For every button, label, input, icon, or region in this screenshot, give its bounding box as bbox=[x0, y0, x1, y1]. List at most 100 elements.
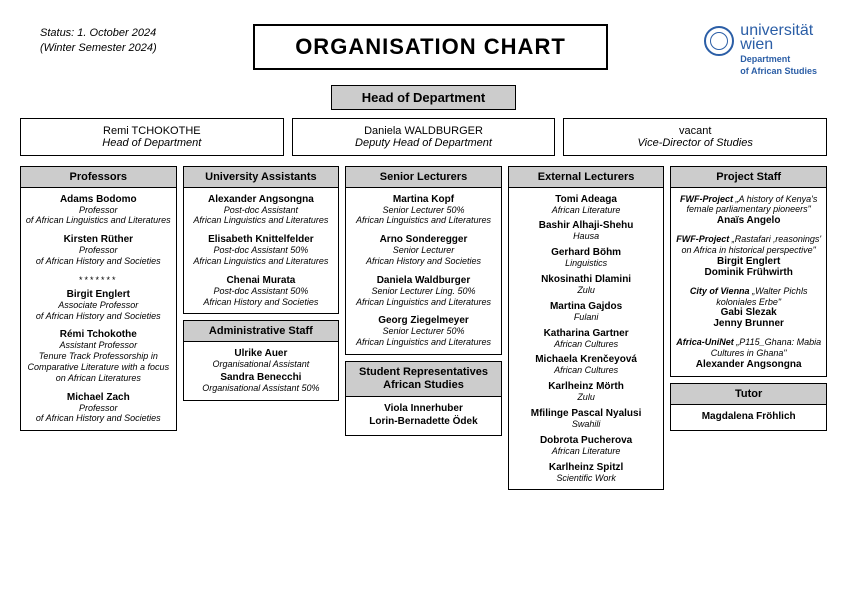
person: Sandra Benecchi Organisational Assistant… bbox=[188, 372, 335, 394]
seal-inner-icon bbox=[710, 32, 728, 50]
person-name: Tomi Adeaga bbox=[513, 194, 660, 205]
person: Gerhard BöhmLinguistics bbox=[513, 247, 660, 269]
person: Ulrike Auer Organisational Assistant bbox=[188, 348, 335, 370]
person-role: Senior Lecturer 50% bbox=[350, 326, 497, 337]
person: Michaela KrenčeyováAfrican Cultures bbox=[513, 354, 660, 376]
person-name: Georg Ziegelmeyer bbox=[350, 315, 497, 326]
person-name: Michaela Krenčeyová bbox=[513, 354, 660, 365]
box-tutor: Tutor Magdalena Fröhlich bbox=[670, 383, 827, 431]
person-sub: African Linguistics and Literatures bbox=[188, 215, 335, 226]
person: Dobrota PucherovaAfrican Literature bbox=[513, 435, 660, 457]
person-role: Senior Lecturer 50% bbox=[350, 205, 497, 216]
person-sub: African Literature bbox=[513, 446, 660, 457]
person: Arno Sonderegger Senior Lecturer African… bbox=[350, 234, 497, 267]
project-lead: City of Vienna bbox=[690, 286, 750, 296]
person-sub: Hausa bbox=[513, 231, 660, 242]
box-project-staff: Project Staff FWF-Project „A history of … bbox=[670, 166, 827, 377]
person-name: Michael Zach bbox=[25, 392, 172, 403]
person-role: Organisational Assistant bbox=[188, 359, 335, 370]
project-lead: FWF-Project bbox=[680, 194, 733, 204]
person-name: Bashir Alhaji-Shehu bbox=[513, 220, 660, 231]
col-professors: Professors Adams Bodomo Professor of Afr… bbox=[20, 166, 177, 432]
header-professors: Professors bbox=[21, 167, 176, 188]
person-name: Sandra Benecchi bbox=[188, 372, 335, 383]
person-sub: African Linguistics and Literatures bbox=[350, 215, 497, 226]
status-line2: (Winter Semester 2024) bbox=[40, 41, 157, 56]
header-project-staff: Project Staff bbox=[671, 167, 826, 188]
body-student-reps: Viola Innerhuber Lorin-Bernadette Ödek bbox=[346, 397, 501, 435]
person-name: Dobrota Pucherova bbox=[513, 435, 660, 446]
person-sub: African Linguistics and Literatures bbox=[350, 337, 497, 348]
leader-box-vice-director: vacant Vice-Director of Studies bbox=[563, 118, 827, 156]
body-professors: Adams Bodomo Professor of African Lingui… bbox=[21, 188, 176, 431]
person: Birgit Englert Associate Professor of Af… bbox=[25, 289, 172, 322]
leader-box-deputy: Daniela WALDBURGER Deputy Head of Depart… bbox=[292, 118, 556, 156]
person-role: Assistant Professor bbox=[25, 340, 172, 351]
person-name: Martina Kopf bbox=[350, 194, 497, 205]
project-lead: Africa-UniNet bbox=[676, 337, 734, 347]
person-role: Post-doc Assistant bbox=[188, 205, 335, 216]
person-sub: of African Linguistics and Literatures bbox=[25, 215, 172, 226]
person-role: Senior Lecturer Ling. 50% bbox=[350, 286, 497, 297]
person-sub: Tenure Track Professorship in Comparativ… bbox=[25, 351, 172, 383]
leaders-row: Remi TCHOKOTHE Head of Department Daniel… bbox=[20, 118, 827, 156]
body-university-assistants: Alexander Angsongna Post-doc Assistant A… bbox=[184, 188, 339, 314]
status-line1: Status: 1. October 2024 bbox=[40, 26, 157, 41]
person-name: Arno Sonderegger bbox=[350, 234, 497, 245]
person-sub: Fulani bbox=[513, 312, 660, 323]
person-sub: of African History and Societies bbox=[25, 256, 172, 267]
person-name: Karlheinz Spitzl bbox=[513, 462, 660, 473]
person-name: Daniela Waldburger bbox=[350, 275, 497, 286]
person-name: Katharina Gartner bbox=[513, 328, 660, 339]
person: Nkosinathi DlaminiZulu bbox=[513, 274, 660, 296]
person: Kirsten Rüther Professor of African Hist… bbox=[25, 234, 172, 267]
leader-role: Vice-Director of Studies bbox=[568, 137, 822, 149]
person-name: Chenai Murata bbox=[188, 275, 335, 286]
person-role: Professor bbox=[25, 245, 172, 256]
header-student-reps: Student Representatives African Studies bbox=[346, 362, 501, 397]
person: Rémi Tchokothe Assistant Professor Tenur… bbox=[25, 329, 172, 383]
header-tutor: Tutor bbox=[671, 384, 826, 405]
person-sub: African History and Societies bbox=[188, 297, 335, 308]
person: Chenai Murata Post-doc Assistant 50% Afr… bbox=[188, 275, 335, 308]
body-external-lecturers: Tomi AdeagaAfrican Literature Bashir Alh… bbox=[509, 188, 664, 490]
person-sub: African Cultures bbox=[513, 365, 660, 376]
leader-name: Remi TCHOKOTHE bbox=[25, 125, 279, 137]
project-person: Gabi Slezak bbox=[675, 307, 822, 318]
head-of-department-label: Head of Department bbox=[331, 85, 517, 110]
person-name: Ulrike Auer bbox=[188, 348, 335, 359]
uni-name-line2: wien bbox=[740, 38, 817, 52]
person: Karlheinz MörthZulu bbox=[513, 381, 660, 403]
columns: Professors Adams Bodomo Professor of Afr… bbox=[20, 166, 827, 491]
header-university-assistants: University Assistants bbox=[184, 167, 339, 188]
person: Georg Ziegelmeyer Senior Lecturer 50% Af… bbox=[350, 315, 497, 348]
person-name: Gerhard Böhm bbox=[513, 247, 660, 258]
body-project-staff: FWF-Project „A history of Kenya's female… bbox=[671, 188, 826, 376]
col-external: External Lecturers Tomi AdeagaAfrican Li… bbox=[508, 166, 665, 491]
person-sub: African Literature bbox=[513, 205, 660, 216]
project-title: FWF-Project „Rastafari ‚reasonings' on A… bbox=[675, 234, 822, 256]
person-role: Post-doc Assistant 50% bbox=[188, 286, 335, 297]
person-name: Karlheinz Mörth bbox=[513, 381, 660, 392]
separator: ******* bbox=[25, 275, 172, 285]
person-name: Alexander Angsongna bbox=[188, 194, 335, 205]
person: Martina GajdosFulani bbox=[513, 301, 660, 323]
project-person: Jenny Brunner bbox=[675, 318, 822, 329]
person-sub: Swahili bbox=[513, 419, 660, 430]
person-name: Kirsten Rüther bbox=[25, 234, 172, 245]
project-title: City of Vienna „Walter Pichls koloniales… bbox=[675, 286, 822, 308]
leader-name: vacant bbox=[568, 125, 822, 137]
project-person: Birgit Englert bbox=[675, 256, 822, 267]
person-role: Post-doc Assistant 50% bbox=[188, 245, 335, 256]
col-senior-students: Senior Lecturers Martina Kopf Senior Lec… bbox=[345, 166, 502, 437]
person-name: Nkosinathi Dlamini bbox=[513, 274, 660, 285]
col-projects-tutor: Project Staff FWF-Project „A history of … bbox=[670, 166, 827, 431]
project: FWF-Project „Rastafari ‚reasonings' on A… bbox=[675, 234, 822, 278]
box-external-lecturers: External Lecturers Tomi AdeagaAfrican Li… bbox=[508, 166, 665, 491]
person: Daniela Waldburger Senior Lecturer Ling.… bbox=[350, 275, 497, 308]
person-sub: Zulu bbox=[513, 392, 660, 403]
person-name: Lorin-Bernadette Ödek bbox=[350, 416, 497, 427]
person-role: Senior Lecturer bbox=[350, 245, 497, 256]
box-senior-lecturers: Senior Lecturers Martina Kopf Senior Lec… bbox=[345, 166, 502, 355]
project-title: FWF-Project „A history of Kenya's female… bbox=[675, 194, 822, 216]
